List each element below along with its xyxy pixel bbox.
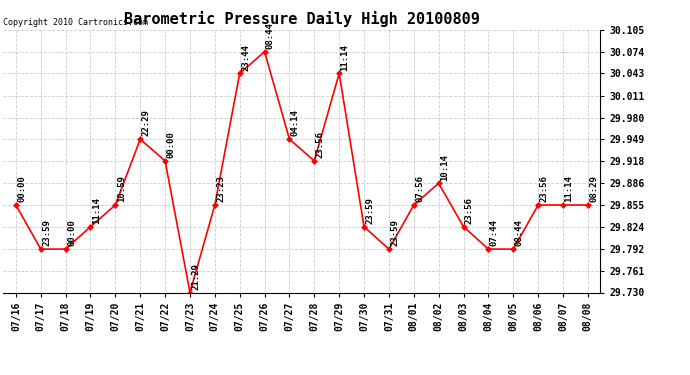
Text: 21:29: 21:29: [191, 263, 200, 290]
Text: 22:29: 22:29: [141, 110, 150, 136]
Title: Barometric Pressure Daily High 20100809: Barometric Pressure Daily High 20100809: [124, 12, 480, 27]
Text: 23:59: 23:59: [366, 197, 375, 224]
Text: 23:44: 23:44: [241, 44, 250, 70]
Text: 11:14: 11:14: [92, 197, 101, 224]
Text: 23:59: 23:59: [391, 219, 400, 246]
Text: 08:29: 08:29: [589, 176, 598, 202]
Text: 00:00: 00:00: [67, 219, 76, 246]
Text: 07:44: 07:44: [490, 219, 499, 246]
Text: 00:00: 00:00: [166, 131, 175, 158]
Text: 07:56: 07:56: [415, 176, 424, 202]
Text: 08:44: 08:44: [266, 22, 275, 49]
Text: Copyright 2010 Cartronics.com: Copyright 2010 Cartronics.com: [3, 18, 148, 27]
Text: 10:14: 10:14: [440, 154, 449, 180]
Text: 23:56: 23:56: [540, 176, 549, 202]
Text: 23:56: 23:56: [316, 131, 325, 158]
Text: 23:23: 23:23: [216, 176, 225, 202]
Text: 11:14: 11:14: [564, 176, 573, 202]
Text: 00:00: 00:00: [17, 176, 26, 202]
Text: 23:59: 23:59: [42, 219, 51, 246]
Text: 08:44: 08:44: [515, 219, 524, 246]
Text: 23:56: 23:56: [465, 197, 474, 224]
Text: 04:14: 04:14: [290, 110, 300, 136]
Text: 10:59: 10:59: [117, 176, 126, 202]
Text: 11:14: 11:14: [341, 44, 350, 70]
